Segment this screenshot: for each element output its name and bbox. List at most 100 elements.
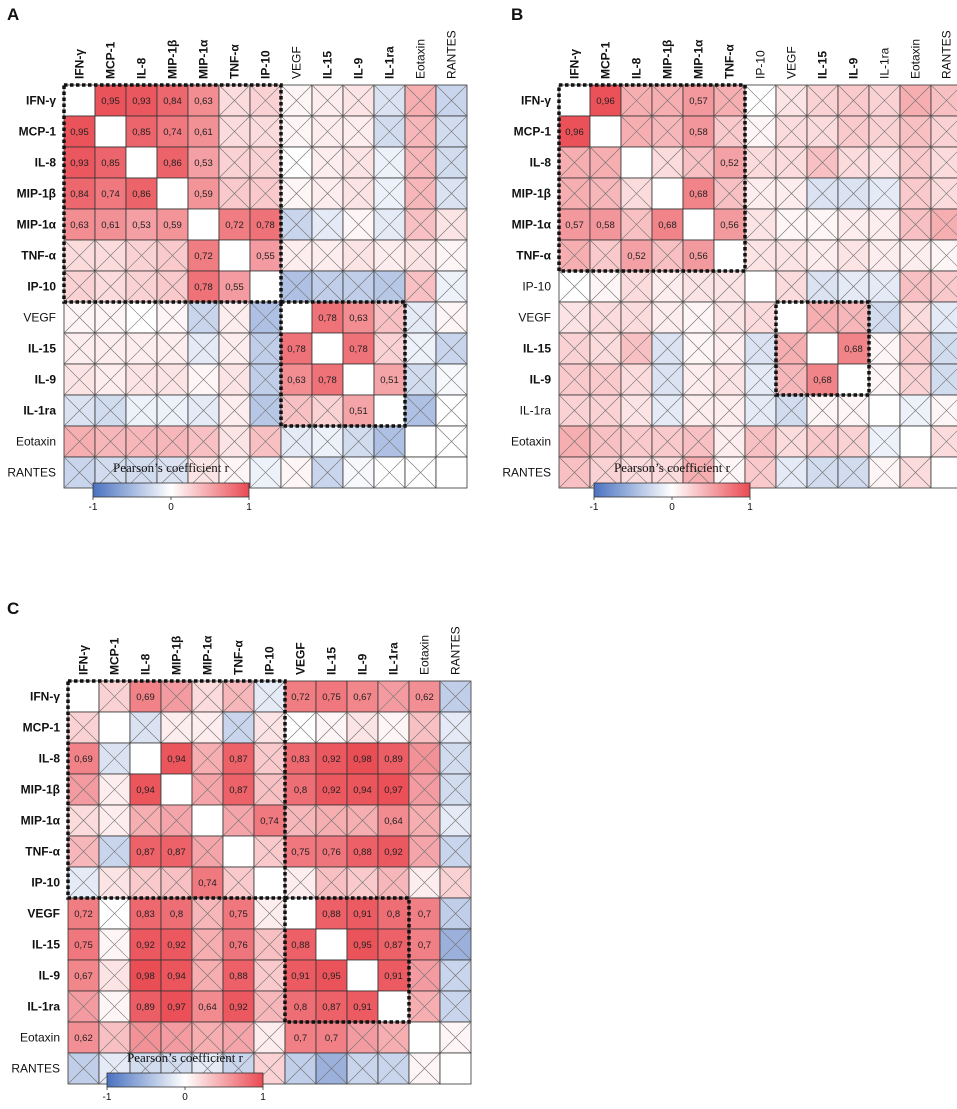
cell-cross-mark xyxy=(373,115,406,148)
cell-cross-mark xyxy=(439,742,472,775)
cell-value-label: 0,72 xyxy=(291,692,310,703)
cell-cross-mark xyxy=(94,363,127,396)
heatmap-cell xyxy=(342,332,375,365)
cell-cross-mark xyxy=(408,866,441,899)
heatmap-cell xyxy=(589,115,622,148)
row-label-il-15: IL-15 xyxy=(523,342,551,356)
cell-cross-mark xyxy=(682,301,715,334)
cell-cross-mark xyxy=(682,363,715,396)
cell-cross-mark xyxy=(837,425,870,458)
column-label-vegf: VEGF xyxy=(785,46,799,79)
row-label-mcp-1: MCP-1 xyxy=(23,721,61,735)
cell-cross-mark xyxy=(280,456,313,489)
cell-value-label: 0,92 xyxy=(167,940,186,951)
cell-cross-mark xyxy=(899,363,932,396)
cell-value-label: 0,63 xyxy=(194,96,213,107)
cell-cross-mark xyxy=(249,115,282,148)
cell-value-label: 0,59 xyxy=(163,220,182,231)
cell-cross-mark xyxy=(342,177,375,210)
cell-cross-mark xyxy=(129,866,162,899)
cell-cross-mark xyxy=(342,208,375,241)
cell-cross-mark xyxy=(311,177,344,210)
cell-cross-mark xyxy=(837,146,870,179)
cell-cross-mark xyxy=(98,680,131,713)
cell-value-label: 0,98 xyxy=(353,754,372,765)
cell-value-label: 0,97 xyxy=(167,1002,186,1013)
cell-cross-mark xyxy=(284,804,317,837)
colorbar-title: Pearson’s coefficient r xyxy=(113,460,230,475)
cell-cross-mark xyxy=(315,711,348,744)
cell-cross-mark xyxy=(63,332,96,365)
cell-cross-mark xyxy=(435,332,468,365)
cluster-box xyxy=(283,896,411,1024)
heatmap-cell xyxy=(284,680,317,713)
heatmap-cell xyxy=(930,332,957,365)
heatmap-cell xyxy=(222,897,255,930)
heatmap-cell xyxy=(930,208,957,241)
cell-value-label: 0,87 xyxy=(384,940,403,951)
column-label-rantes: RANTES xyxy=(940,30,954,79)
column-label-il-15: IL-15 xyxy=(325,647,339,675)
cell-cross-mark xyxy=(806,456,839,489)
cell-cross-mark xyxy=(868,177,901,210)
cell-value-label: 0,94 xyxy=(136,785,155,796)
heatmap-cell xyxy=(435,456,468,489)
cell-cross-mark xyxy=(899,208,932,241)
cell-cross-mark xyxy=(253,835,286,868)
cell-value-label: 0,75 xyxy=(229,909,248,920)
row-label-mip-1beta: MIP-1β xyxy=(512,187,551,201)
cell-cross-mark xyxy=(651,332,684,365)
row-label-eotaxin: Eotaxin xyxy=(16,435,56,449)
cell-cross-mark xyxy=(775,270,808,303)
cell-cross-mark xyxy=(868,456,901,489)
heatmap-cell xyxy=(253,866,286,899)
cell-cross-mark xyxy=(837,115,870,148)
cell-value-label: 0,75 xyxy=(291,847,310,858)
cell-value-label: 0,72 xyxy=(225,220,244,231)
heatmap-cell xyxy=(63,115,96,148)
cell-cross-mark xyxy=(94,394,127,427)
cell-value-label: 0,57 xyxy=(565,220,584,231)
cell-cross-mark xyxy=(558,177,591,210)
cell-cross-mark xyxy=(67,835,100,868)
heatmap-cell xyxy=(377,959,410,992)
cell-cross-mark xyxy=(311,84,344,117)
cell-cross-mark xyxy=(775,332,808,365)
cell-cross-mark xyxy=(435,239,468,272)
cell-value-label: 0,8 xyxy=(294,785,307,796)
heatmap-cell xyxy=(284,835,317,868)
cell-value-label: 0,57 xyxy=(689,96,708,107)
cell-cross-mark xyxy=(868,425,901,458)
cell-cross-mark xyxy=(218,301,251,334)
cell-cross-mark xyxy=(187,425,220,458)
colorbar-title: Pearson’s coefficient r xyxy=(127,1050,244,1065)
heatmap-cell xyxy=(408,680,441,713)
cell-cross-mark xyxy=(775,177,808,210)
cell-cross-mark xyxy=(125,270,158,303)
cell-cross-mark xyxy=(280,208,313,241)
cell-cross-mark xyxy=(435,208,468,241)
cell-value-label: 0,58 xyxy=(596,220,615,231)
cell-value-label: 0,86 xyxy=(132,189,151,200)
cell-value-label: 0,72 xyxy=(194,251,213,262)
row-label-il-9: IL-9 xyxy=(530,373,552,387)
cell-cross-mark xyxy=(744,177,777,210)
cell-cross-mark xyxy=(377,711,410,744)
cell-value-label: 0,74 xyxy=(198,878,217,889)
cell-cross-mark xyxy=(342,239,375,272)
heatmap-cell xyxy=(125,84,158,117)
cell-cross-mark xyxy=(67,804,100,837)
cell-cross-mark xyxy=(439,1021,472,1054)
cell-cross-mark xyxy=(775,456,808,489)
cell-cross-mark xyxy=(342,146,375,179)
cell-cross-mark xyxy=(408,773,441,806)
cell-cross-mark xyxy=(63,239,96,272)
cell-value-label: 0,89 xyxy=(384,754,403,765)
cell-cross-mark xyxy=(253,1021,286,1054)
cell-cross-mark xyxy=(589,270,622,303)
column-label-il-9: IL-9 xyxy=(352,57,366,79)
column-label-vegf: VEGF xyxy=(290,46,304,79)
cell-cross-mark xyxy=(558,270,591,303)
cell-value-label: 0,93 xyxy=(132,96,151,107)
cell-cross-mark xyxy=(249,332,282,365)
